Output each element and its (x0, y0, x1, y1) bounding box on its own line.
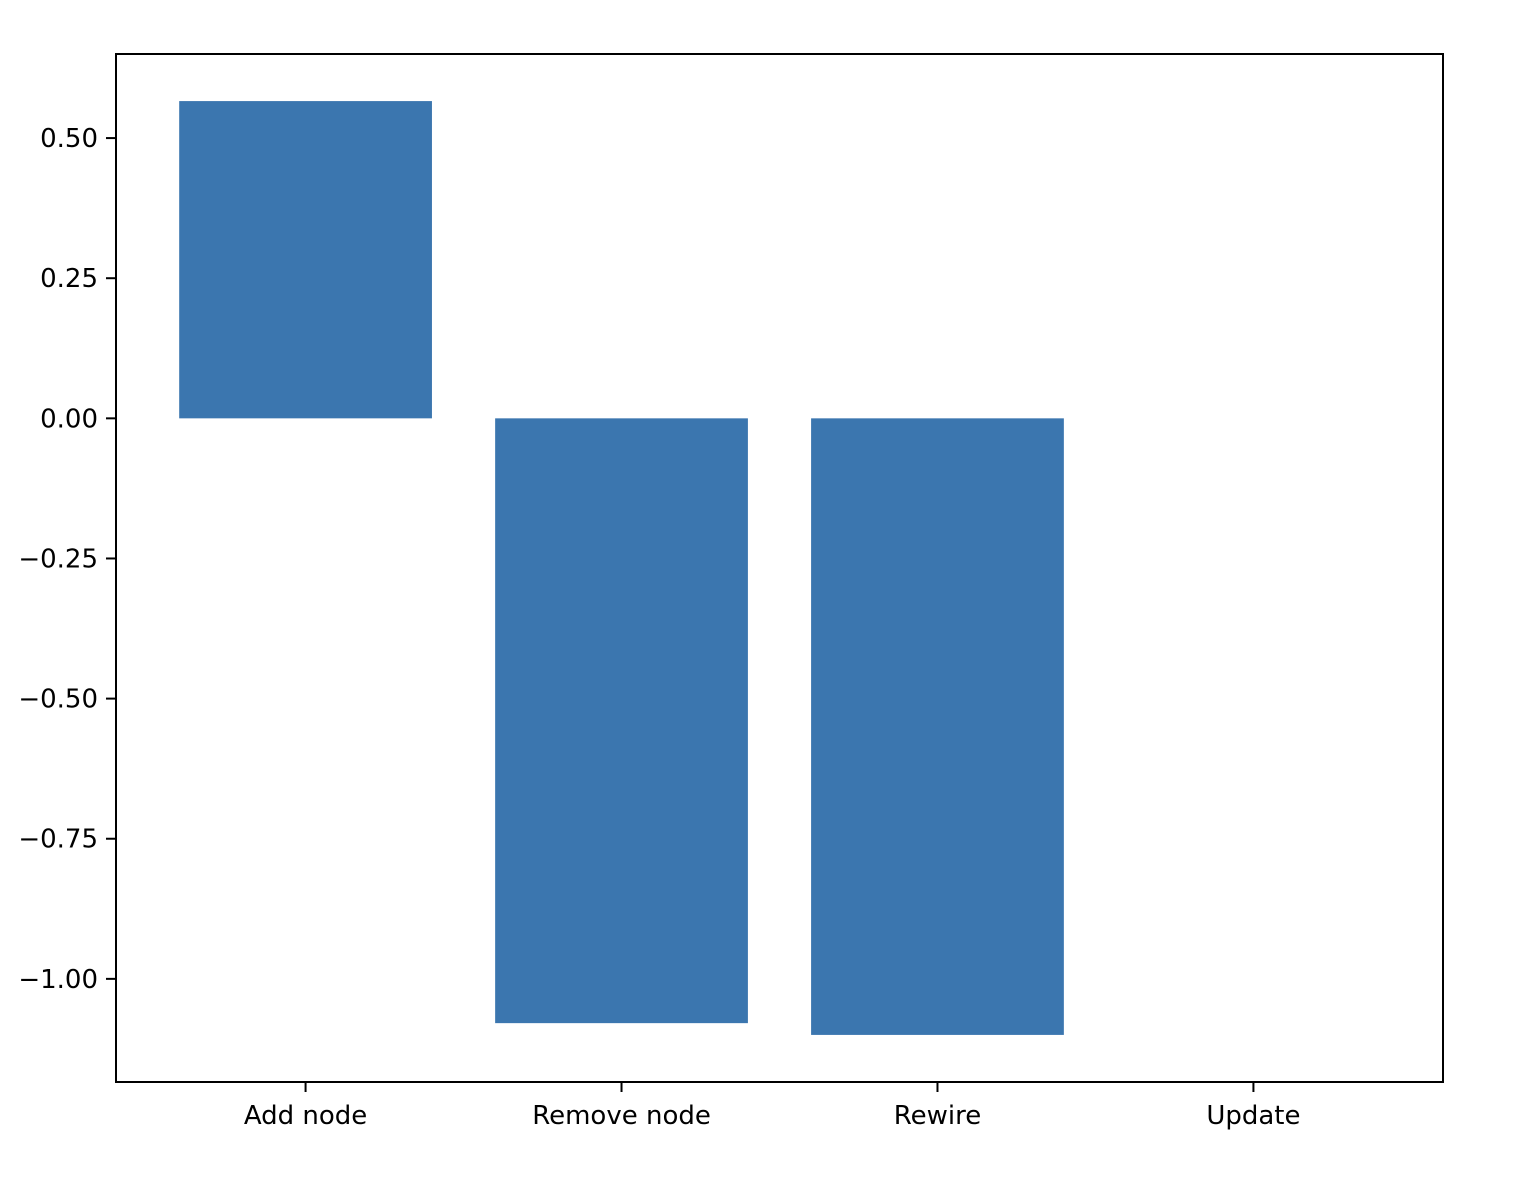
bar-remove-node (495, 418, 748, 1024)
bar-rewire (811, 418, 1064, 1035)
y-tick-label: −0.50 (18, 685, 98, 715)
y-tick-label: 0.00 (40, 404, 98, 434)
y-tick-label: −0.25 (18, 544, 98, 574)
y-axis-ticks: 0.50 0.25 0.00 −0.25 −0.50 −0.75 −1.00 (18, 124, 116, 995)
y-tick-label: 0.50 (40, 124, 98, 154)
y-tick-label: −0.75 (18, 825, 98, 855)
bars-group (179, 101, 1064, 1035)
bar-add-node (179, 101, 432, 419)
plot-frame (115, 53, 1444, 1083)
x-axis-ticks: Add node Remove node Rewire Update (244, 1082, 1301, 1131)
x-tick-label: Update (1206, 1101, 1300, 1131)
y-tick-label: −1.00 (18, 965, 98, 995)
x-tick-label: Remove node (532, 1101, 711, 1131)
x-tick-label: Add node (244, 1101, 368, 1131)
y-tick-label: 0.25 (40, 264, 98, 294)
x-tick-label: Rewire (894, 1101, 982, 1131)
